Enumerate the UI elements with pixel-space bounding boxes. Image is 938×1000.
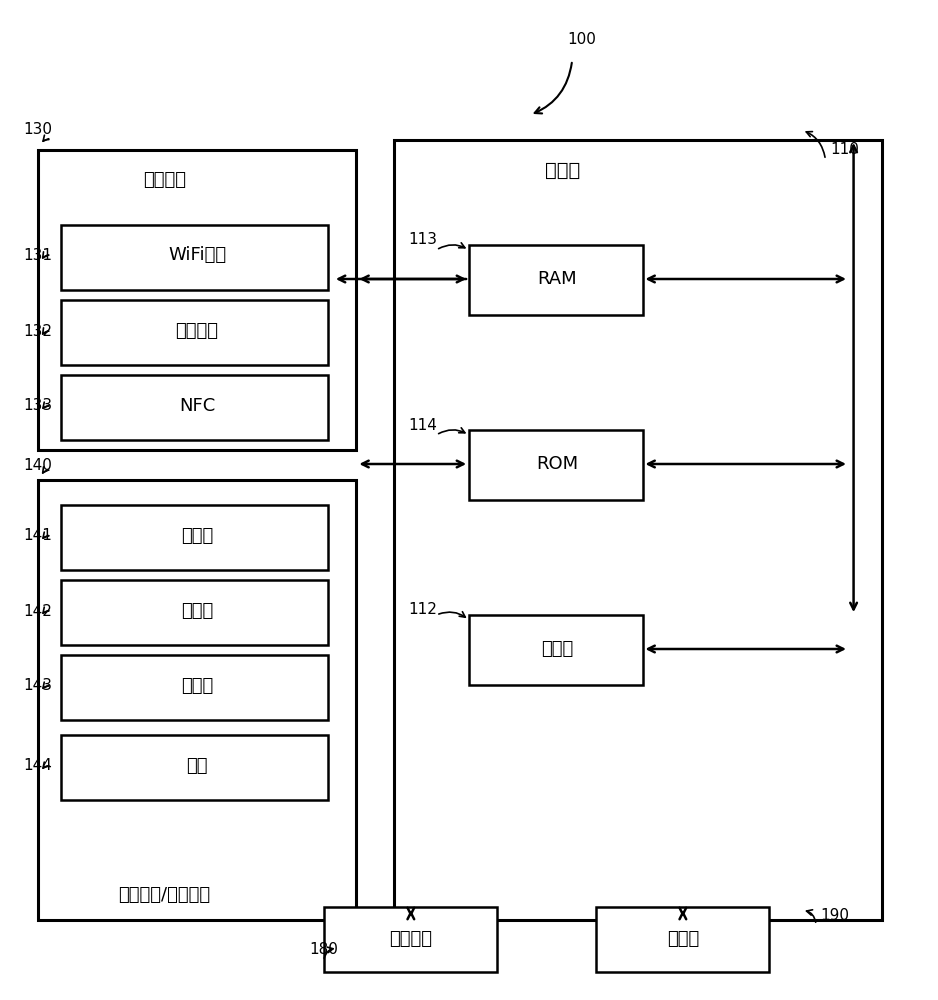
Text: 控制器: 控制器	[545, 160, 581, 180]
Bar	[469, 615, 643, 685]
Bar	[61, 225, 328, 290]
Text: 100: 100	[567, 32, 596, 47]
Bar	[38, 480, 356, 920]
Text: 143: 143	[23, 678, 53, 694]
Bar	[469, 245, 643, 315]
Text: 113: 113	[408, 232, 437, 247]
Bar	[61, 580, 328, 645]
Bar	[61, 300, 328, 365]
Text: 190: 190	[821, 908, 850, 922]
Text: 131: 131	[23, 247, 53, 262]
Bar	[469, 430, 643, 500]
Text: 麦克风: 麦克风	[181, 527, 213, 545]
Bar	[61, 735, 328, 800]
Text: 140: 140	[23, 458, 53, 473]
Text: RAM: RAM	[537, 270, 577, 288]
Text: 132: 132	[23, 324, 53, 338]
Text: 144: 144	[23, 758, 53, 774]
Text: 蓝牙模块: 蓝牙模块	[175, 322, 219, 340]
Text: 供电电源: 供电电源	[389, 930, 432, 948]
Text: ROM: ROM	[537, 455, 578, 473]
Text: 处理器: 处理器	[541, 640, 573, 658]
Text: 110: 110	[830, 142, 859, 157]
Bar	[61, 375, 328, 440]
Bar	[596, 907, 769, 972]
Bar	[61, 505, 328, 570]
Text: 130: 130	[23, 122, 53, 137]
Text: 142: 142	[23, 603, 53, 618]
Text: 114: 114	[408, 418, 437, 432]
Text: 用户输入/输出接口: 用户输入/输出接口	[118, 886, 210, 904]
Bar	[38, 150, 356, 450]
Text: 存储器: 存储器	[667, 930, 699, 948]
Text: 传感器: 传感器	[181, 677, 213, 695]
Text: 通信接口: 通信接口	[143, 171, 186, 189]
Text: WiFi芯片: WiFi芯片	[168, 246, 226, 264]
Text: NFC: NFC	[179, 397, 215, 415]
Text: 141: 141	[23, 528, 53, 544]
Text: 按键: 按键	[187, 757, 207, 775]
Text: 133: 133	[23, 398, 53, 414]
Bar	[394, 140, 882, 920]
Text: 112: 112	[408, 602, 437, 617]
Text: 触摸板: 触摸板	[181, 602, 213, 620]
Bar	[324, 907, 497, 972]
Text: 180: 180	[310, 942, 338, 958]
Bar	[61, 655, 328, 720]
